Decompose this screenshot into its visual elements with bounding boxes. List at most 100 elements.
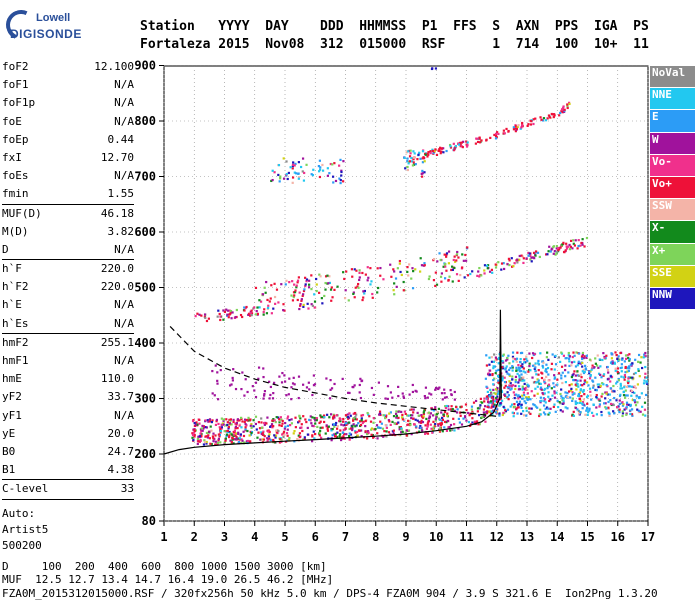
echo-point: [294, 416, 297, 419]
echo-point: [291, 167, 294, 170]
echo-point: [520, 373, 523, 376]
echo-point: [237, 440, 240, 444]
echo-point: [333, 382, 336, 386]
echo-point: [568, 364, 571, 368]
echo-point: [561, 243, 564, 246]
echo-point: [199, 439, 202, 442]
echo-point: [502, 361, 505, 364]
echo-point: [539, 382, 542, 386]
echo-point: [335, 414, 338, 417]
echo-point: [589, 370, 592, 373]
echo-point: [274, 436, 277, 439]
echo-point: [609, 387, 612, 390]
echo-point: [381, 427, 385, 430]
echo-point: [238, 438, 241, 441]
echo-point: [239, 313, 243, 317]
echo-point: [343, 297, 347, 300]
echo-point: [498, 414, 501, 417]
echo-point: [474, 399, 478, 403]
echo-point: [509, 388, 512, 391]
echo-point: [265, 422, 268, 425]
digisonde-logo: Lowell DIGISONDE: [1, 5, 81, 46]
echo-point: [496, 386, 499, 390]
echo-point: [574, 365, 578, 368]
echo-point: [344, 427, 347, 430]
echo-point: [460, 145, 463, 148]
echo-point: [342, 271, 345, 274]
echo-point: [557, 356, 560, 359]
echo-point: [453, 255, 456, 258]
echo-point: [260, 426, 264, 429]
echo-point: [421, 420, 425, 424]
echo-point: [423, 409, 426, 412]
echo-point: [323, 420, 326, 424]
echo-point: [600, 410, 603, 414]
echo-point: [501, 413, 504, 417]
echo-point: [416, 411, 419, 415]
echo-point: [311, 174, 315, 177]
echo-point: [499, 398, 502, 401]
echo-point: [504, 384, 507, 387]
echo-point: [514, 380, 517, 384]
echo-point: [587, 384, 590, 387]
echo-point: [339, 418, 342, 421]
muf-value: 19.0: [194, 573, 228, 586]
echo-point: [471, 417, 474, 420]
echo-point: [382, 278, 385, 281]
echo-point: [297, 421, 300, 424]
echo-point: [295, 172, 298, 175]
echo-point: [533, 257, 536, 260]
echo-point: [241, 439, 244, 442]
echo-point: [318, 273, 321, 276]
echo-point: [412, 163, 416, 166]
echo-point: [249, 430, 252, 434]
echo-point: [301, 294, 304, 298]
echo-point: [398, 259, 401, 263]
parameter-name: foF1p: [2, 96, 36, 110]
muf-value: 12.7: [61, 573, 95, 586]
echo-point: [411, 164, 415, 167]
echo-point: [493, 400, 497, 403]
echo-point: [628, 365, 631, 368]
echo-point: [269, 385, 272, 389]
echo-point: [224, 437, 227, 440]
echo-point: [600, 395, 603, 398]
echo-point: [644, 351, 647, 355]
echo-point: [347, 421, 350, 424]
echo-point: [404, 167, 407, 170]
echo-point: [514, 384, 517, 388]
echo-point: [576, 401, 579, 405]
echo-point: [406, 157, 409, 160]
echo-point: [406, 165, 409, 169]
x-tick-label: 7: [342, 530, 349, 544]
y-tick-label: 80: [142, 514, 156, 528]
muf-value: 12.5: [28, 573, 62, 586]
parameter-row: foEp 0.44: [2, 131, 134, 149]
echo-point: [432, 420, 435, 423]
header-value: Nov08: [265, 37, 321, 52]
echo-point: [285, 279, 288, 282]
echo-point: [407, 414, 410, 417]
muf-value: 13.4: [94, 573, 128, 586]
echo-point: [630, 385, 633, 388]
echo-point: [623, 378, 626, 381]
echo-point: [226, 423, 229, 427]
echo-point: [543, 387, 547, 391]
echo-point: [299, 304, 302, 307]
echo-point: [326, 429, 330, 432]
echo-point: [377, 381, 380, 384]
echo-point: [286, 424, 290, 427]
echo-point: [250, 313, 253, 317]
echo-point: [515, 393, 518, 396]
parameter-row: B0 24.7: [2, 443, 134, 461]
echo-point: [366, 433, 369, 436]
parameter-name: yE: [2, 426, 16, 440]
echo-point: [564, 364, 567, 367]
echo-point: [449, 429, 452, 432]
echo-point: [254, 395, 258, 399]
echo-point: [537, 369, 540, 372]
echo-point: [408, 160, 412, 163]
echo-point: [354, 286, 357, 289]
echo-point: [588, 370, 591, 373]
echo-point: [640, 392, 643, 395]
